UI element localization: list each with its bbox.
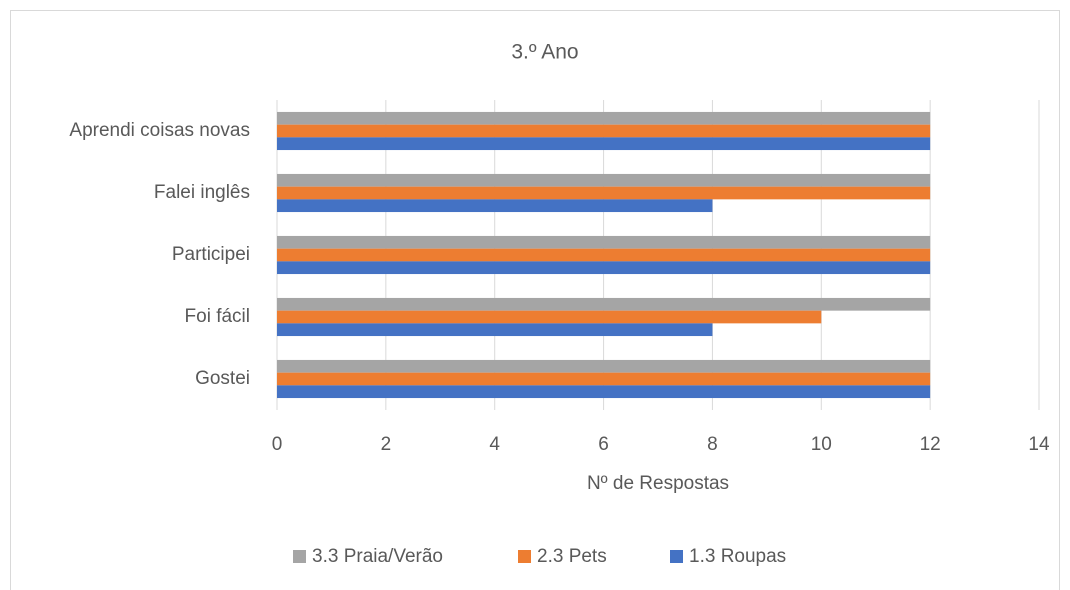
bar [277, 124, 931, 138]
legend-label: 1.3 Roupas [689, 546, 786, 567]
bar [277, 173, 931, 187]
legend-swatch [518, 550, 531, 563]
x-tick-label: 6 [598, 434, 609, 455]
x-axis-title: Nº de Respostas [587, 473, 729, 494]
bar [277, 372, 931, 386]
bar [277, 323, 713, 337]
x-tick-label: 2 [381, 434, 392, 455]
x-tick-label: 14 [1028, 434, 1050, 455]
bar [277, 359, 931, 373]
y-tick-label: Participei [172, 244, 250, 265]
x-tick-label: 10 [811, 434, 832, 455]
legend-label: 3.3 Praia/Verão [312, 546, 443, 567]
bar [277, 248, 931, 262]
chart-title: 3.º Ano [511, 41, 578, 64]
legend-swatch [293, 550, 306, 563]
bar [277, 385, 931, 399]
bar [277, 310, 822, 324]
y-tick-label: Foi fácil [185, 306, 250, 327]
y-tick-label: Falei inglês [154, 182, 250, 203]
x-tick-label: 0 [272, 434, 283, 455]
x-tick-label: 12 [920, 434, 941, 455]
bar [277, 261, 931, 275]
y-tick-label: Aprendi coisas novas [69, 120, 250, 141]
bar [277, 297, 931, 311]
bar [277, 235, 931, 249]
bar [277, 137, 931, 151]
legend-label: 2.3 Pets [537, 546, 607, 567]
bar [277, 186, 931, 200]
bar [277, 199, 713, 213]
legend-swatch [670, 550, 683, 563]
x-tick-label: 8 [707, 434, 718, 455]
y-tick-label: Gostei [195, 368, 250, 389]
bar [277, 111, 931, 125]
x-tick-label: 4 [489, 434, 500, 455]
